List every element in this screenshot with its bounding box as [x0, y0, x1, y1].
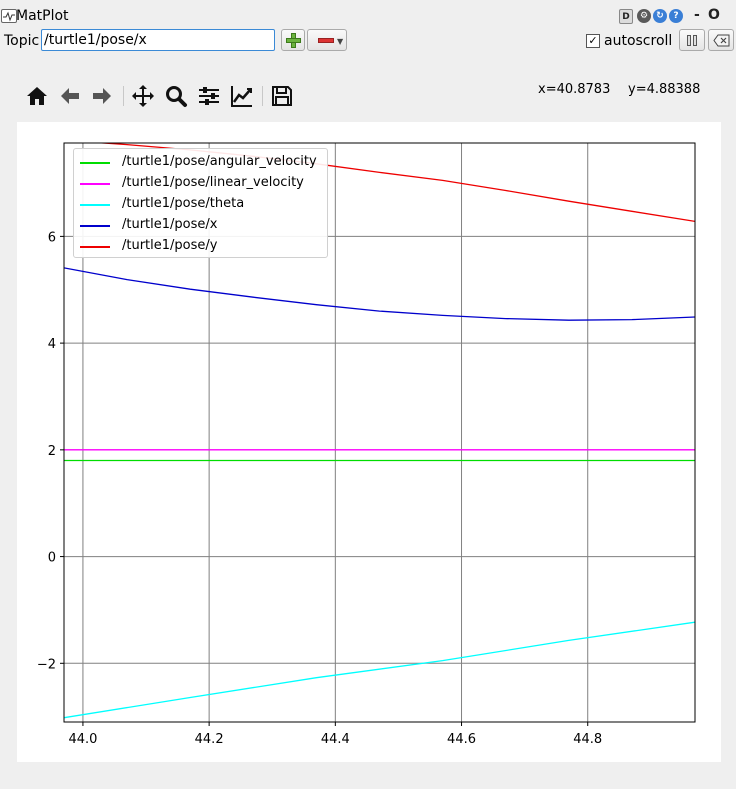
y-tick-label: 6: [48, 230, 56, 245]
edit-axis-icon[interactable]: [230, 84, 254, 108]
legend-label: /turtle1/pose/angular_velocity: [122, 154, 317, 169]
legend-item: /turtle1/pose/x: [80, 216, 325, 237]
legend-label: /turtle1/pose/theta: [122, 196, 245, 211]
forward-icon[interactable]: [90, 84, 114, 108]
legend-swatch: [80, 162, 110, 164]
plot-figure[interactable]: 44.0 44.2 44.4 44.6 44.8 −2 0 2 4 6 /turtle1/pose…: [17, 122, 721, 762]
toolbar-separator: [262, 86, 263, 106]
topic-label: Topic: [4, 33, 40, 49]
topic-input[interactable]: [41, 29, 275, 51]
minimize-button[interactable]: -: [694, 7, 700, 23]
legend: /turtle1/pose/angular_velocity /turtle1/…: [73, 148, 328, 258]
legend-item: /turtle1/pose/y: [80, 237, 325, 258]
x-tick-label: 44.8: [573, 732, 602, 747]
legend-swatch: [80, 246, 110, 248]
series-line-3: [64, 267, 695, 321]
x-tick-label: 44.0: [68, 732, 97, 747]
app-icon: [1, 9, 17, 23]
x-tick-label: 44.2: [195, 732, 224, 747]
home-icon[interactable]: [25, 84, 49, 108]
dock-button[interactable]: D: [619, 9, 633, 24]
save-icon[interactable]: [270, 84, 294, 108]
y-tick-label: 4: [48, 337, 56, 352]
autoscroll-checkbox[interactable]: ✓: [586, 34, 600, 48]
zoom-icon[interactable]: [164, 84, 188, 108]
help-icon[interactable]: ?: [669, 9, 683, 23]
add-topic-button[interactable]: [281, 29, 305, 51]
legend-label: /turtle1/pose/x: [122, 217, 218, 232]
settings-icon[interactable]: ⚙: [637, 9, 651, 23]
y-tick-label: 0: [48, 551, 56, 566]
legend-label: /turtle1/pose/linear_velocity: [122, 175, 304, 190]
legend-swatch: [80, 225, 110, 227]
y-tick-label: −2: [37, 657, 56, 672]
configure-subplots-icon[interactable]: [197, 84, 221, 108]
title-bar: MatPlot D ⚙ ↻ ? - O: [0, 0, 736, 32]
axes-frame: [63, 142, 696, 723]
legend-item: /turtle1/pose/theta: [80, 195, 325, 216]
x-tick-label: 44.6: [447, 732, 476, 747]
minus-icon: [318, 38, 334, 43]
clear-icon: [713, 34, 730, 47]
autoscroll-label: autoscroll: [604, 33, 673, 49]
close-button[interactable]: O: [708, 7, 720, 23]
legend-item: /turtle1/pose/linear_velocity: [80, 174, 325, 195]
legend-item: /turtle1/pose/angular_velocity: [80, 153, 325, 174]
x-tick-label: 44.4: [321, 732, 350, 747]
legend-label: /turtle1/pose/y: [122, 238, 218, 253]
window-title: MatPlot: [16, 8, 69, 24]
back-icon[interactable]: [58, 84, 82, 108]
series-line-2: [64, 621, 695, 719]
y-tick-label: 2: [48, 444, 56, 459]
cursor-x-readout: x=40.8783: [538, 82, 611, 97]
cursor-y-readout: y=4.88388: [628, 82, 701, 97]
dropdown-caret-icon: ▼: [337, 37, 344, 46]
reload-icon[interactable]: ↻: [653, 9, 667, 23]
remove-topic-button[interactable]: ▼: [307, 29, 347, 51]
legend-swatch: [80, 204, 110, 206]
pan-icon[interactable]: [131, 84, 155, 108]
pause-icon: [687, 35, 691, 46]
clear-button[interactable]: [708, 29, 734, 51]
toolbar-separator: [123, 86, 124, 106]
legend-swatch: [80, 183, 110, 185]
pause-button[interactable]: [679, 29, 705, 51]
